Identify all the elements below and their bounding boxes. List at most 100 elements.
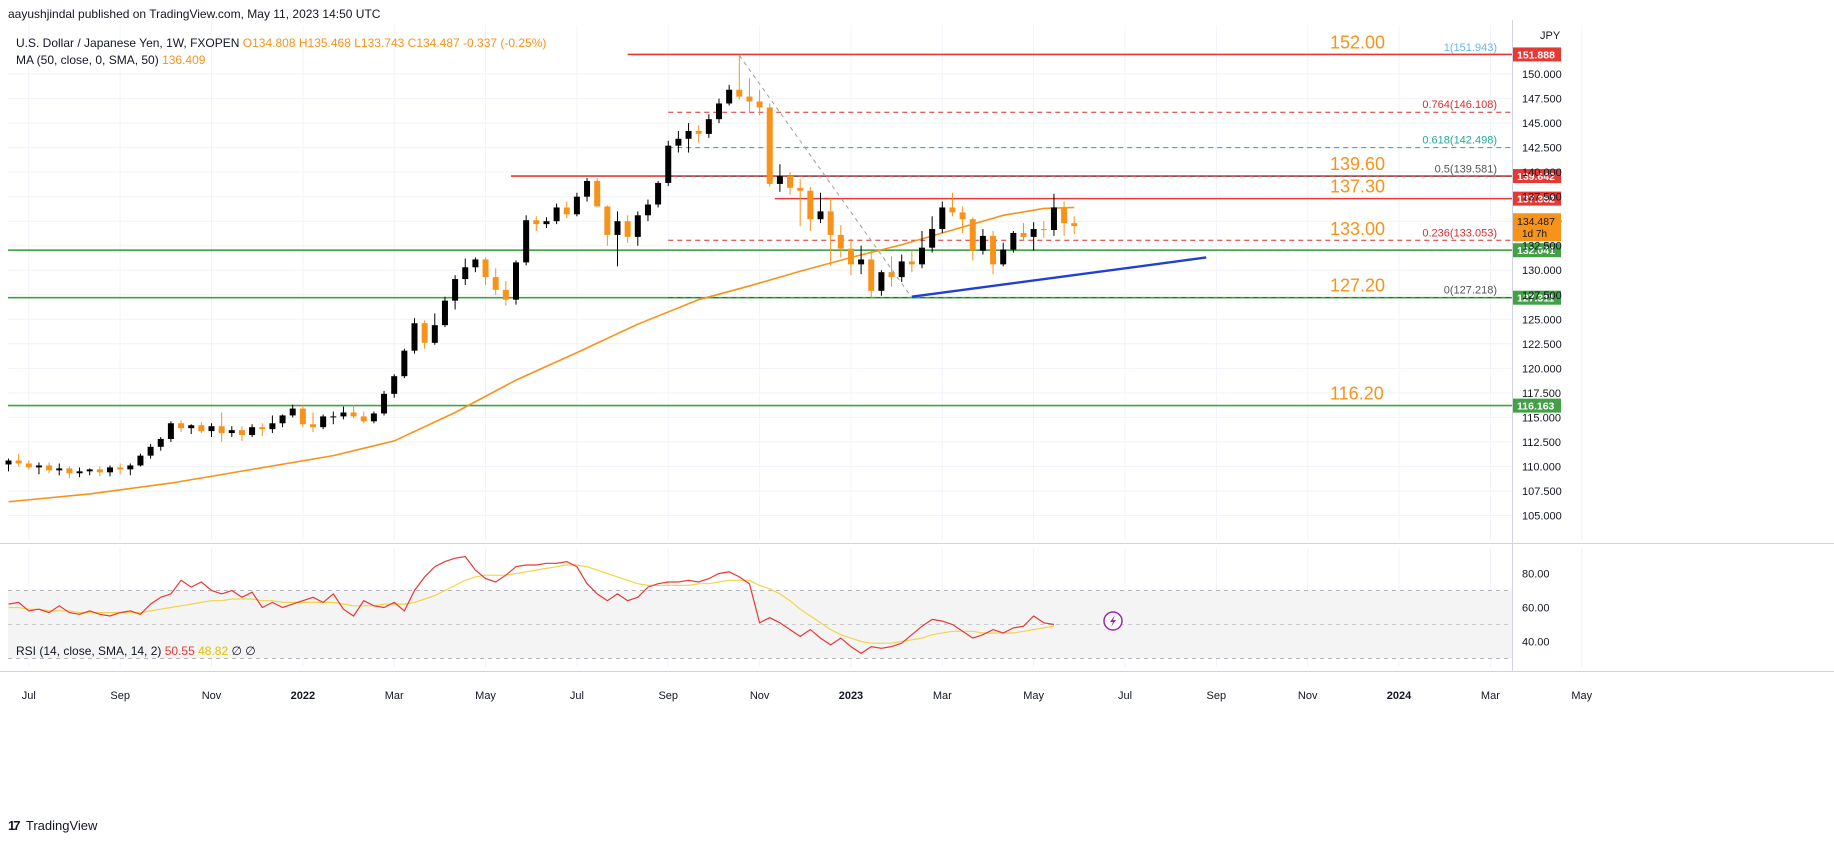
- tradingview-brand[interactable]: 17 TradingView: [8, 818, 97, 833]
- ma-legend[interactable]: MA (50, close, 0, SMA, 50) 136.409: [16, 53, 205, 67]
- close-value: C134.487: [407, 36, 460, 50]
- time-tick-label: Sep: [658, 690, 678, 702]
- candle-body: [441, 300, 448, 326]
- candle-body: [817, 211, 824, 220]
- candle-body: [1061, 207, 1068, 224]
- rsi-sma-value: 48.82: [198, 644, 229, 658]
- candle-body: [188, 425, 195, 429]
- candle-body: [1040, 229, 1047, 231]
- price-tick-label: 117.500: [1522, 388, 1561, 400]
- candle-body: [776, 176, 783, 184]
- candle-body: [350, 412, 357, 417]
- time-tick-label: 2022: [291, 690, 315, 702]
- candle-body: [573, 196, 580, 215]
- candle-body: [807, 190, 814, 220]
- candle-body: [685, 130, 692, 139]
- candle-body: [431, 325, 438, 343]
- rsi-pane: [8, 555, 1512, 659]
- candle-body: [482, 259, 489, 278]
- candle-body: [228, 430, 235, 434]
- currency-label: JPY: [1540, 30, 1561, 42]
- time-tick-label: May: [475, 690, 496, 702]
- time-tick-label: Mar: [1481, 690, 1500, 702]
- time-tick-label: Nov: [750, 690, 770, 702]
- candle-body: [858, 259, 865, 265]
- fib-label: 1(151.943): [1444, 42, 1497, 54]
- price-tick-label: 125.000: [1522, 314, 1562, 326]
- candle-body: [624, 221, 631, 237]
- price-tag-label: 132.041: [1517, 245, 1555, 257]
- candle-body: [452, 279, 459, 301]
- candle-body: [401, 350, 408, 377]
- price-tag-label: 137.362: [1517, 194, 1555, 206]
- candle-body: [837, 234, 844, 249]
- level-label: 139.60: [1330, 154, 1385, 174]
- candle-body: [279, 415, 286, 424]
- candle-body: [127, 465, 134, 470]
- fib-label: 0(127.218): [1444, 285, 1497, 297]
- candle-body: [299, 408, 306, 425]
- symbol-legend[interactable]: U.S. Dollar / Japanese Yen, 1W, FXOPEN O…: [16, 36, 546, 50]
- candle-body: [898, 261, 905, 278]
- price-tick-label: 150.000: [1522, 69, 1562, 81]
- candle-body: [929, 229, 936, 248]
- brand-name: TradingView: [25, 818, 98, 833]
- price-tick-label: 110.000: [1522, 461, 1561, 473]
- candle-body: [533, 220, 540, 225]
- price-tick-label: 130.000: [1522, 265, 1562, 277]
- candle-body: [908, 261, 915, 265]
- candle-body: [584, 180, 591, 197]
- fib-label: 0.764(146.108): [1422, 99, 1497, 111]
- price-tag-label: 116.163: [1517, 401, 1555, 413]
- candle-body: [543, 221, 550, 225]
- price-tick-label: 107.500: [1522, 486, 1562, 498]
- candle-body: [1000, 249, 1007, 265]
- time-axis[interactable]: Jul Sep Nov 2022 Mar May Jul Sep Nov 2023 Mar May Ju…: [22, 690, 1593, 702]
- candles: [5, 55, 1078, 479]
- level-label: 152.00: [1330, 32, 1385, 52]
- candle-body: [878, 272, 885, 291]
- rsi-label: RSI (14, close, SMA, 14, 2): [16, 644, 162, 658]
- price-tag: [1513, 191, 1561, 206]
- time-tick-label: Sep: [1207, 690, 1227, 702]
- candle-body: [86, 469, 93, 472]
- candle-body: [919, 247, 925, 265]
- candle-body: [370, 413, 377, 422]
- candle-body: [523, 220, 530, 263]
- candle-body: [462, 267, 469, 280]
- candle-body: [634, 215, 641, 237]
- candle-body: [797, 187, 804, 191]
- time-tick-label: Jul: [22, 690, 36, 702]
- candle-body: [25, 463, 32, 468]
- candle-body: [827, 211, 834, 235]
- candle-body: [1030, 229, 1037, 237]
- ma-value: 136.409: [162, 53, 206, 67]
- candle-body: [1071, 223, 1078, 227]
- level-label: 116.20: [1330, 384, 1384, 404]
- level-label: 127.20: [1330, 276, 1385, 296]
- price-tag-label: 139.642: [1517, 171, 1555, 183]
- candle-body: [594, 180, 601, 207]
- candle-body: [939, 207, 946, 230]
- level-label: 137.30: [1330, 177, 1385, 197]
- candle-body: [289, 408, 296, 416]
- price-tag: [1513, 290, 1561, 305]
- rsi-legend[interactable]: RSI (14, close, SMA, 14, 2) 50.55 48.82 …: [16, 644, 256, 658]
- candle-body: [847, 248, 854, 265]
- candle-body: [736, 89, 743, 97]
- price-tick-label: 145.000: [1522, 118, 1562, 130]
- time-tick-label: May: [1571, 690, 1592, 702]
- candle-body: [969, 219, 976, 251]
- candle-body: [421, 323, 428, 343]
- candle-body: [990, 235, 997, 265]
- price-axis[interactable]: 40.00 60.00 80.00 151.888 139.642 137.362 132.…: [1513, 30, 1562, 649]
- candle-body: [35, 465, 42, 468]
- price-tick-label: 120.000: [1522, 363, 1562, 375]
- price-tick-label: 137.500: [1522, 192, 1562, 204]
- candle-body: [238, 430, 245, 436]
- candle-body: [665, 145, 672, 183]
- candle-body: [553, 207, 560, 222]
- candle-body: [46, 465, 53, 471]
- candle-body: [502, 289, 509, 300]
